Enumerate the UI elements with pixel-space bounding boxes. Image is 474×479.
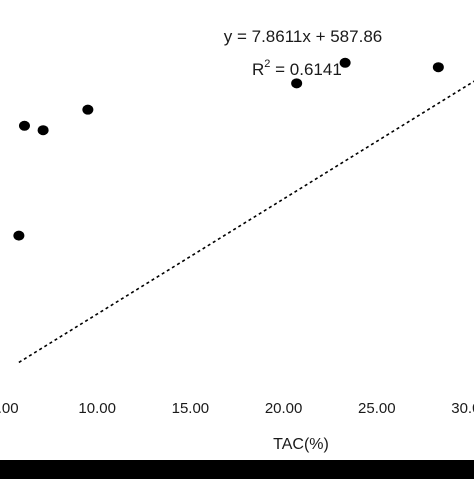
data-point <box>339 57 351 68</box>
data-points-layer <box>13 57 444 241</box>
trendline-equation: y = 7.8611x + 587.86 <box>224 27 382 46</box>
r-squared-prefix: R <box>252 60 264 79</box>
x-tick-label: 20.00 <box>265 400 303 417</box>
trendline <box>18 80 474 364</box>
data-point <box>37 125 49 136</box>
x-axis-label: TAC(%) <box>273 436 329 453</box>
r-squared-label: R2 = 0.6141 <box>252 58 342 79</box>
x-tick-label: 25.00 <box>358 400 396 417</box>
data-point <box>13 230 25 241</box>
x-tick-label: 30.00 <box>451 400 474 417</box>
data-point <box>432 62 444 73</box>
r-squared-superscript: 2 <box>264 58 270 70</box>
r-squared-value: = 0.6141 <box>270 60 341 79</box>
data-point <box>82 104 94 115</box>
data-point <box>18 120 30 131</box>
plot-background <box>0 0 474 460</box>
x-tick-label: 15.00 <box>172 400 210 417</box>
x-tick-label: 5.00 <box>0 400 19 417</box>
x-tick-labels: 5.00 10.00 15.00 20.00 25.00 30.00 <box>0 400 474 417</box>
x-tick-label: 10.00 <box>78 400 116 417</box>
trendline-layer <box>18 80 474 364</box>
data-point <box>291 78 303 89</box>
